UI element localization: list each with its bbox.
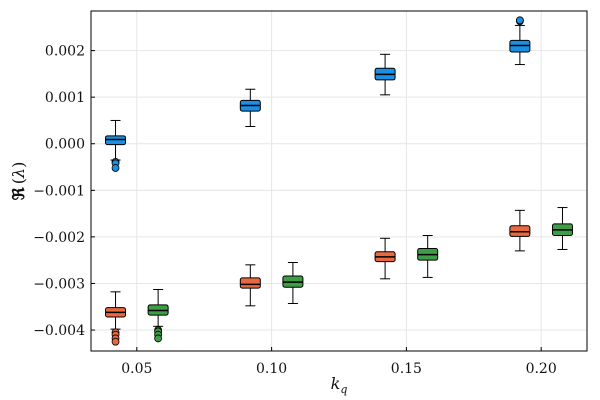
outlier-point [111,164,120,172]
y-tick-label: 0.002 [45,44,85,60]
y-tick-label: 0.001 [45,90,85,106]
plot-area [105,16,573,346]
series-blue-box [105,119,127,172]
y-axis-label: ℜ(λ) [9,162,28,201]
series-orange-box [105,291,127,346]
series-blue-box [509,16,531,66]
x-axis-label: kq [331,374,348,396]
series-blue-box [239,88,261,128]
svg-text:ℜ(λ): ℜ(λ) [9,162,28,201]
outlier-point [111,337,120,346]
x-tick-label: 0.05 [121,361,152,377]
y-tick-label: 0.000 [45,137,85,153]
outlier-point [515,16,524,25]
y-tick-label: −0.001 [33,183,85,199]
iqr-box [239,277,261,289]
x-tick-label: 0.20 [526,361,557,377]
outlier-point [154,334,163,343]
series-green-box [551,207,573,250]
series-green-box [282,262,304,304]
x-tick-label: 0.15 [391,361,422,377]
y-tick-label: −0.003 [33,276,85,292]
y-tick-label: −0.002 [33,230,85,246]
series-green-box [147,289,169,343]
plot-frame [90,10,588,352]
series-blue-box [374,53,396,96]
series-orange-box [374,237,396,280]
series-orange-box [509,209,531,252]
series-orange-box [239,264,261,307]
grid [91,11,587,351]
x-tick-label: 0.10 [256,361,287,377]
y-tick-label: −0.004 [33,323,85,339]
axes: 0.05 0.10 0.15 0.20 −0.004 −0.003 −0.002 −0.001… [33,44,557,377]
series-green-box [417,234,439,278]
